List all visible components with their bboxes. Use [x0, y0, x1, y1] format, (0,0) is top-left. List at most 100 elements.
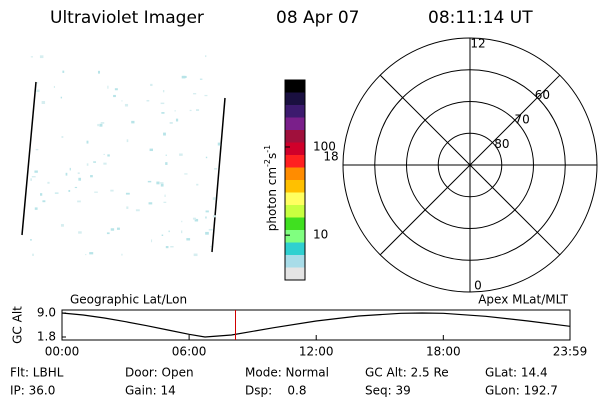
speckle: [30, 178, 32, 181]
colorbar-band: [285, 230, 305, 243]
speckle: [164, 194, 166, 197]
speckle: [174, 110, 176, 112]
plot-label: Apex MLat/MLT: [478, 293, 568, 307]
speckle: [146, 99, 150, 102]
speckle: [116, 227, 120, 230]
speckle: [150, 83, 153, 87]
speckle: [217, 142, 221, 146]
speckle: [110, 228, 115, 231]
speckle: [53, 85, 56, 88]
speckle: [113, 94, 116, 98]
speckle: [34, 170, 38, 173]
speckle: [168, 230, 170, 233]
speckle: [196, 109, 200, 111]
speckle: [41, 101, 46, 104]
speckle: [214, 168, 218, 170]
lat-ring: [374, 69, 566, 261]
label-sup: -1: [263, 145, 272, 153]
image-panel: [21, 55, 226, 257]
lat-label: 60: [535, 88, 550, 102]
speckle: [194, 217, 197, 220]
speckle: [34, 207, 38, 210]
speckle: [184, 173, 188, 175]
speckle: [31, 176, 36, 178]
colorbar-band: [285, 192, 305, 206]
colorbar-band: [285, 167, 305, 181]
speckle: [151, 239, 153, 243]
lat-ring: [437, 132, 503, 198]
speckle: [212, 197, 216, 200]
speckle: [106, 232, 110, 235]
colorbar-band: [285, 130, 305, 143]
y-tick-label: 1.8: [37, 330, 56, 344]
info-field: GLon: 192.7: [485, 384, 558, 398]
speckle: [169, 122, 173, 124]
speckle: [121, 253, 123, 256]
speckle: [69, 167, 71, 171]
speckle: [161, 112, 165, 114]
speckle: [40, 193, 43, 196]
colorbar-band: [285, 142, 305, 156]
speckle: [163, 201, 167, 203]
speckle: [35, 148, 39, 151]
speckle: [77, 172, 80, 175]
x-tick-label: 18:00: [426, 345, 461, 359]
speckle: [99, 123, 103, 127]
info-field: GC Alt: 2.5 Re: [365, 366, 449, 380]
speckle: [30, 239, 32, 241]
colorbar-band: [285, 180, 305, 193]
speckle: [47, 181, 50, 184]
speckle: [42, 200, 46, 203]
speckle: [86, 163, 89, 166]
speckle: [32, 253, 34, 256]
speckle: [160, 183, 164, 187]
speckle: [204, 55, 207, 58]
speckle: [199, 78, 203, 80]
colorbar-frame: [284, 79, 306, 281]
speckle: [196, 183, 199, 186]
speckle: [30, 56, 34, 58]
speckle: [78, 231, 82, 234]
instrument: Ultraviolet Imager: [50, 8, 204, 28]
mlt-label: 18: [323, 150, 338, 164]
colorbar-band: [285, 242, 305, 256]
info-field: Gain: 14: [125, 384, 176, 398]
colorbar-band: [285, 105, 305, 118]
speckle: [147, 180, 152, 183]
lat-ring: [406, 101, 534, 229]
colorbar-band: [285, 80, 305, 93]
speckle: [131, 120, 135, 124]
speckle: [110, 189, 114, 192]
speckle: [161, 234, 164, 236]
speckle: [39, 55, 44, 59]
speckle: [181, 220, 183, 223]
x-tick-label: 12:00: [299, 345, 334, 359]
y-tick-label: 9.0: [37, 306, 56, 320]
speckle: [97, 70, 101, 74]
speckle: [192, 217, 195, 220]
colorbar-band: [285, 217, 305, 231]
speckle: [182, 75, 187, 78]
speckle: [193, 93, 197, 95]
y-axis-label: GC Alt: [11, 306, 25, 344]
speckle: [114, 88, 118, 91]
altitude-line: [61, 312, 571, 338]
speckle: [175, 118, 179, 122]
speckle: [208, 228, 213, 231]
speckle: [121, 100, 123, 102]
colorbar-label: photon cm-2s-1: [263, 145, 279, 232]
lat-label: 80: [494, 137, 509, 151]
speckle: [94, 191, 98, 193]
colorbar-band: [285, 117, 305, 131]
speckle: [36, 89, 40, 93]
info-field: Flt: LBHL: [10, 366, 64, 380]
speckle: [205, 216, 207, 219]
info-field: Seq: 39: [365, 384, 411, 398]
colorbar-band: [285, 255, 305, 268]
speckle: [77, 200, 81, 203]
mlt-label: 0: [474, 279, 482, 293]
speckle: [205, 210, 209, 213]
speckle: [65, 172, 68, 176]
speckle: [162, 90, 165, 93]
